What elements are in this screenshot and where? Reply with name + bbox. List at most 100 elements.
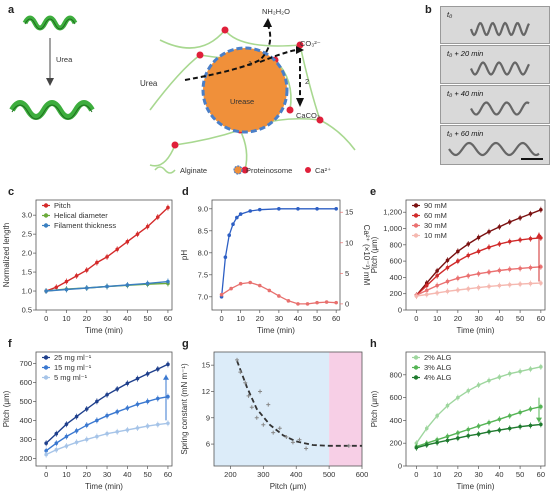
micrograph-frame-1: t₀ + 20 min	[440, 45, 550, 84]
data-point	[487, 378, 491, 383]
data-point	[290, 440, 295, 445]
y-tick-label: 1,200	[383, 208, 402, 217]
trend-arrowhead	[536, 417, 542, 423]
x-tick-label: 30	[474, 314, 482, 323]
data-point	[414, 294, 419, 298]
data-point	[235, 215, 239, 220]
panel-label-c: c	[8, 186, 15, 198]
panel-label-f: f	[8, 338, 12, 350]
data-point	[277, 426, 282, 431]
plastic-region-shade	[329, 352, 362, 466]
micrograph-frame-2: t₀ + 40 min	[440, 85, 550, 124]
data-point	[105, 255, 109, 259]
data-point	[155, 215, 160, 219]
y-tick-label: 400	[19, 416, 32, 425]
data-point	[466, 433, 471, 438]
data-point	[487, 284, 491, 289]
y-tick-label: 800	[389, 370, 402, 379]
x-tick-label: 50	[313, 314, 321, 323]
data-point	[246, 393, 251, 398]
helix-image	[469, 61, 530, 76]
legend-entry: 5 mg ml⁻¹	[54, 373, 88, 382]
plot-frame	[211, 199, 341, 311]
x-tick-label: 30	[275, 314, 283, 323]
y-tick-label: 6	[206, 440, 210, 449]
y-tick-label: 400	[389, 416, 402, 425]
data-point	[74, 429, 79, 433]
data-point	[456, 249, 460, 254]
data-point	[487, 430, 491, 434]
data-point	[487, 245, 491, 250]
data-point	[466, 242, 471, 246]
x-tick-label: 50	[143, 470, 151, 479]
panel-label-h: h	[370, 338, 377, 350]
data-point	[155, 367, 160, 371]
data-point	[528, 265, 533, 270]
y-tick-label: 8.5	[198, 226, 208, 235]
helix-filament	[469, 21, 530, 37]
y-tick-label: 200	[19, 454, 32, 463]
data-point	[435, 269, 439, 273]
data-point	[166, 394, 170, 399]
data-point	[334, 300, 338, 305]
co3-label: CO₃²⁻	[300, 39, 321, 48]
x-tick-label: 50	[516, 314, 524, 323]
data-point	[125, 239, 130, 244]
data-point	[476, 432, 481, 436]
helix-image	[448, 141, 540, 157]
legend-entry: 25 mg ml⁻¹	[54, 353, 92, 362]
data-point	[145, 281, 150, 286]
reaction-path-co3	[259, 49, 299, 63]
x-tick-label: 50	[143, 314, 151, 323]
data-point	[456, 436, 460, 440]
data-point	[487, 270, 491, 274]
data-point	[125, 406, 130, 410]
data-point	[445, 403, 450, 408]
x-tick-label: 0	[414, 470, 418, 479]
data-point	[456, 395, 460, 400]
y-tick-label: 600	[19, 378, 32, 387]
caco3-label: CaCO₃	[296, 111, 320, 120]
x-axis-label: Time (min)	[85, 326, 123, 335]
chart-e-pitch-urea: 0 10 20 30 40 50 6002004006008001,0001,200Time…	[370, 199, 546, 335]
data-point	[476, 285, 481, 290]
data-point	[539, 265, 543, 269]
data-point	[296, 207, 300, 211]
data-point	[135, 402, 140, 407]
data-point	[166, 279, 170, 284]
x-tick-label: 10	[62, 314, 70, 323]
data-point	[238, 212, 243, 216]
helix-filament	[469, 61, 530, 76]
y-tick-label: 7.5	[198, 270, 208, 279]
data-point	[445, 265, 450, 270]
data-point	[277, 294, 281, 298]
data-point	[304, 446, 309, 451]
data-point	[539, 404, 543, 409]
data-point	[476, 424, 481, 428]
series-line	[45, 396, 169, 452]
plot-frame	[35, 199, 173, 311]
data-point	[435, 273, 439, 278]
data-point	[445, 438, 450, 443]
x-axis-label: Time (min)	[457, 326, 495, 335]
legend-entry: 60 mM	[424, 211, 447, 220]
panel-label-g: g	[182, 338, 189, 350]
y-tick-label: 1.5	[22, 268, 32, 277]
data-point	[466, 287, 471, 291]
x-tick-label: 200	[224, 470, 237, 479]
data-point	[125, 283, 130, 287]
fit-curve	[236, 360, 362, 447]
x-tick-label: 60	[537, 470, 545, 479]
y2-tick-label: 10	[345, 238, 353, 247]
data-point	[518, 238, 522, 242]
data-point	[445, 279, 450, 284]
x-tick-label: 20	[454, 314, 462, 323]
data-point	[74, 274, 79, 278]
data-point	[324, 300, 329, 304]
data-point	[257, 207, 262, 212]
data-point	[507, 414, 512, 418]
data-point	[435, 291, 439, 295]
proteinosome-sphere	[201, 46, 289, 134]
data-point	[466, 427, 471, 432]
y-tick-label: 12	[202, 387, 210, 396]
